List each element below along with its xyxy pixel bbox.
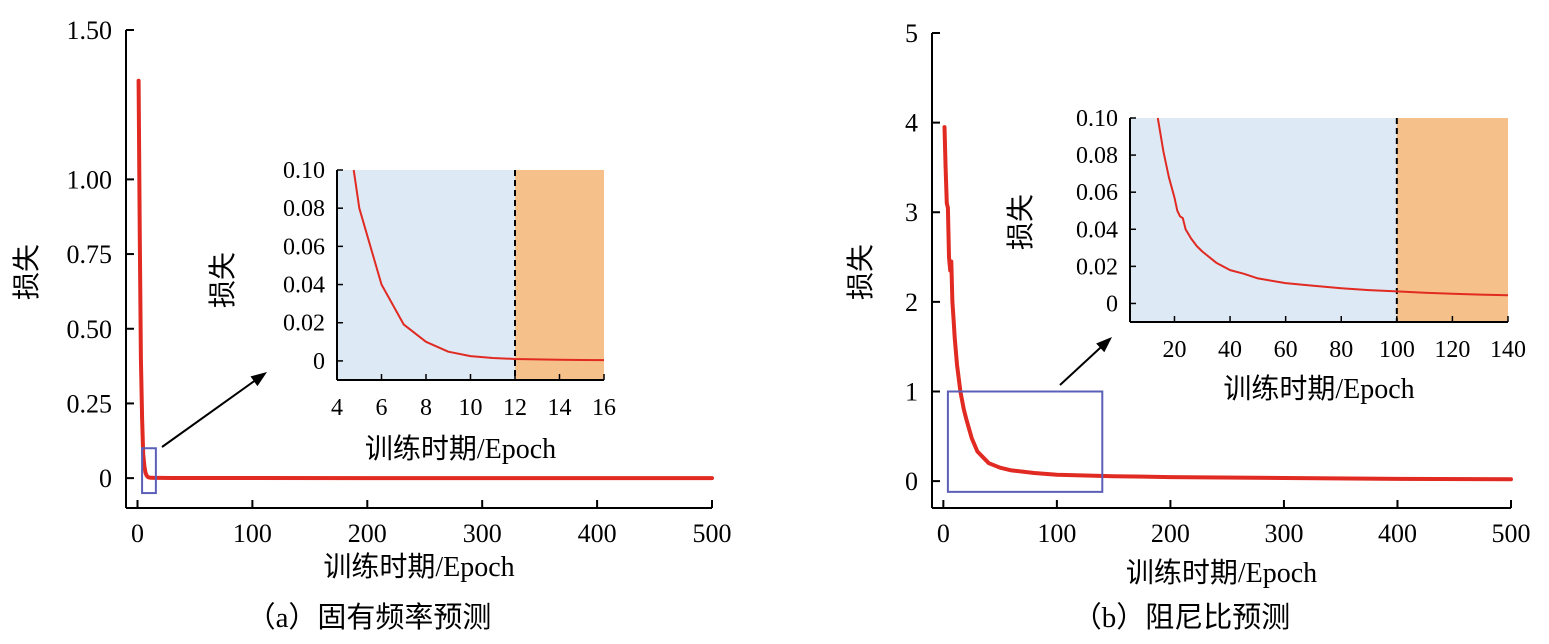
inset-y-tick-label: 0.10 — [283, 158, 325, 184]
inset-y-tick-label: 0.06 — [283, 234, 325, 260]
zoom-arrow — [161, 376, 260, 448]
x-tick-label: 400 — [578, 519, 617, 548]
x-tick-label: 500 — [1492, 519, 1531, 548]
loss-curve — [942, 125, 1513, 482]
x-tick-label: 500 — [693, 519, 732, 548]
inset-x-tick-label: 20 — [1162, 337, 1186, 363]
inset-x-tick-label: 80 — [1329, 337, 1353, 363]
inset-y-tick-label: 0.02 — [283, 311, 325, 337]
inset-y-tick-label: 0.04 — [283, 273, 325, 299]
inset-x-tick-label: 14 — [548, 395, 572, 421]
y-tick-label: 1.50 — [67, 16, 113, 45]
inset-x-axis-label: 训练时期/Epoch — [1223, 373, 1414, 405]
inset-y-tick-label: 0.06 — [1076, 180, 1118, 206]
inset-x-axis-label: 训练时期/Epoch — [365, 433, 556, 465]
y-tick-label: 0 — [905, 467, 918, 496]
inset-y-axis-label: 损失 — [1005, 194, 1037, 250]
zoom-arrow — [1059, 343, 1106, 386]
inset-x-tick-label: 12 — [503, 395, 527, 421]
zoom-box — [141, 447, 157, 495]
inset-y-tick-label: 0.02 — [1076, 254, 1118, 280]
y-tick-label: 1.00 — [67, 165, 113, 194]
zoom-box — [946, 390, 1104, 493]
inset-y-tick-label: 0 — [313, 349, 325, 375]
inset-train-region — [1130, 118, 1397, 322]
x-tick-label: 200 — [348, 519, 387, 548]
y-tick-label: 0.50 — [67, 315, 113, 344]
inset-x-tick-label: 40 — [1218, 337, 1242, 363]
y-tick-label: 3 — [905, 198, 918, 227]
inset-y-tick-label: 0 — [1106, 291, 1118, 317]
inset-x-tick-label: 120 — [1434, 337, 1470, 363]
y-tick-label: 1 — [905, 377, 918, 406]
inset-x-tick-label: 16 — [592, 395, 616, 421]
inset-y-axis-label: 损失 — [207, 252, 239, 308]
inset-test-region — [515, 170, 604, 380]
inset-train-region — [337, 170, 515, 380]
x-tick-label: 200 — [1151, 519, 1190, 548]
chart-damping-ratio: 0 100 200 300 400 500 0 1 2 3 4 5 训练时期/Epoch 损失 20 40 60… — [845, 19, 1531, 634]
inset-x-tick-label: 140 — [1490, 337, 1526, 363]
y-tick-label: 4 — [905, 109, 918, 138]
y-axis-label: 损失 — [11, 244, 43, 300]
inset-test-region — [1396, 118, 1508, 322]
inset-x-tick-label: 100 — [1379, 337, 1415, 363]
inset-y-tick-label: 0.08 — [1076, 143, 1118, 169]
x-tick-label: 300 — [463, 519, 502, 548]
y-tick-label: 5 — [905, 19, 918, 48]
figure-caption: （a）固有频率预测 — [247, 601, 492, 634]
inset-x-tick-label: 60 — [1274, 337, 1298, 363]
y-tick-label: 0 — [99, 464, 112, 493]
zoom-arrow-head — [250, 372, 267, 387]
loss-curve — [136, 78, 714, 481]
inset-y-tick-label: 0.08 — [283, 196, 325, 222]
x-tick-label: 0 — [937, 519, 950, 548]
x-tick-label: 100 — [1037, 519, 1076, 548]
inset-y-tick-label: 0.10 — [1076, 106, 1118, 132]
inset-x-tick-label: 6 — [376, 395, 388, 421]
y-axis-label: 损失 — [845, 244, 877, 300]
x-tick-label: 0 — [131, 519, 144, 548]
inset-x-tick-label: 10 — [459, 395, 483, 421]
inset-loss-curve — [352, 169, 605, 362]
y-tick-label: 2 — [905, 288, 918, 317]
inset-y-tick-label: 0.04 — [1076, 217, 1118, 243]
y-tick-label: 0.75 — [67, 240, 113, 269]
inset-x-tick-label: 8 — [420, 395, 432, 421]
inset-loss-curve — [1156, 117, 1509, 297]
x-axis-label: 训练时期/Epoch — [323, 551, 514, 583]
chart-natural-frequency: 0 100 200 300 400 50000.250.500.751.001.50训练时… — [11, 16, 732, 634]
y-tick-label: 0.25 — [67, 389, 113, 418]
figure-caption: （b）阻尼比预测 — [1073, 601, 1291, 634]
x-tick-label: 400 — [1378, 519, 1417, 548]
x-axis-label: 训练时期/Epoch — [1126, 557, 1317, 589]
x-tick-label: 300 — [1264, 519, 1303, 548]
inset-x-tick-label: 4 — [331, 395, 343, 421]
x-tick-label: 100 — [233, 519, 272, 548]
zoom-arrow-head — [1096, 337, 1112, 353]
